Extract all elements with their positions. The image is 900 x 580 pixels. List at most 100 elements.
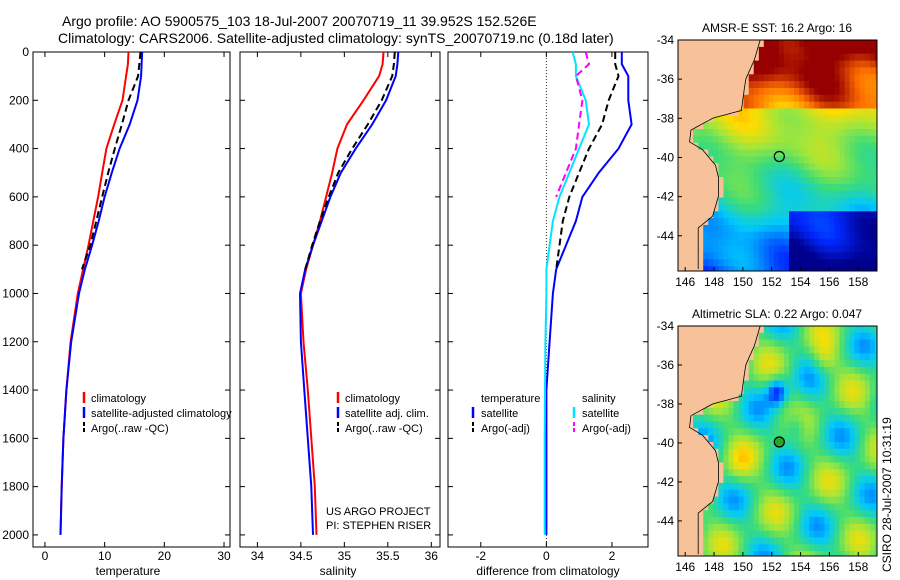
map-cell xyxy=(768,60,775,69)
map-cell xyxy=(834,245,841,254)
map-cell xyxy=(733,360,740,368)
map-cell xyxy=(824,177,830,185)
map-cell xyxy=(688,517,694,525)
map-cell xyxy=(794,455,800,463)
map-cell xyxy=(778,332,785,341)
map-cell xyxy=(763,414,770,423)
map-cell xyxy=(829,489,835,498)
map-cell xyxy=(743,53,750,62)
map-cell xyxy=(723,517,729,525)
map-cell xyxy=(693,211,699,219)
map-cell xyxy=(733,482,740,491)
map-cell xyxy=(814,407,820,416)
map-cell xyxy=(683,67,689,75)
map-cell xyxy=(738,407,745,416)
map-cell xyxy=(789,135,795,144)
map-cell xyxy=(809,523,815,532)
map-cell xyxy=(829,88,835,96)
map-cell xyxy=(814,163,820,171)
map-cell xyxy=(799,339,805,347)
map-cell xyxy=(784,225,790,233)
map-cell xyxy=(723,455,729,463)
map-cell xyxy=(703,544,709,552)
map-cell xyxy=(733,510,740,518)
map-cell xyxy=(834,40,841,48)
map-cell xyxy=(804,489,810,498)
map-cell xyxy=(824,40,830,48)
map-cell xyxy=(693,462,699,470)
map-cell xyxy=(738,353,745,361)
map-cell xyxy=(763,380,770,388)
map-cell xyxy=(859,339,866,347)
map-cell xyxy=(784,455,790,463)
map-cell xyxy=(814,135,820,144)
map-cell xyxy=(693,115,699,123)
sla_map-field xyxy=(678,326,877,556)
map-cell xyxy=(773,177,780,185)
map-cell xyxy=(854,353,861,361)
map-cell xyxy=(688,163,694,171)
map-cell xyxy=(834,115,841,123)
map-cell xyxy=(784,407,790,416)
map-cell xyxy=(758,387,765,395)
map-cell xyxy=(799,108,805,116)
map-cell xyxy=(834,414,841,423)
map-cell xyxy=(753,170,760,178)
map-cell xyxy=(773,407,780,416)
map-cell xyxy=(829,380,835,388)
map-cell xyxy=(829,366,835,375)
map-cell xyxy=(874,373,877,382)
map-cell xyxy=(869,551,876,556)
map-cell xyxy=(849,469,856,477)
map-cell xyxy=(743,190,750,199)
map-cell xyxy=(718,197,724,206)
map-cell xyxy=(789,115,795,123)
map-cell xyxy=(864,523,871,532)
map-cell xyxy=(693,401,699,409)
map-cell xyxy=(859,197,866,206)
map-cell xyxy=(834,428,841,436)
map-cell xyxy=(733,218,740,226)
map-cell xyxy=(678,366,684,375)
map-cell xyxy=(758,496,765,504)
map-cell xyxy=(874,353,877,361)
map-cell xyxy=(864,190,871,199)
map-cell xyxy=(859,387,866,395)
map-cell xyxy=(778,197,785,206)
map-cell xyxy=(859,204,866,212)
map-cell xyxy=(688,231,694,240)
map-cell xyxy=(799,60,805,69)
map-cell xyxy=(728,183,735,192)
map-cell xyxy=(874,366,877,375)
map-cell xyxy=(773,353,780,361)
map-cell xyxy=(824,46,830,55)
map-cell xyxy=(844,238,851,247)
map-cell xyxy=(683,551,689,556)
map-cell xyxy=(874,101,877,110)
map-cell xyxy=(678,373,684,382)
map-cell xyxy=(753,469,760,477)
map-cell xyxy=(844,353,851,361)
map-cell xyxy=(844,40,851,48)
map-cell xyxy=(844,523,851,532)
map-cell xyxy=(859,360,866,368)
map-cell xyxy=(753,266,760,271)
map-cell xyxy=(804,156,810,164)
map-cell xyxy=(703,177,709,185)
map-cell xyxy=(733,455,740,463)
map-cell xyxy=(708,496,714,504)
map-cell xyxy=(778,387,785,395)
map-cell xyxy=(693,156,699,164)
map-cell xyxy=(814,238,820,247)
map-cell xyxy=(698,149,704,158)
map-cell xyxy=(864,435,871,443)
map-cell xyxy=(869,197,876,206)
map-cell xyxy=(824,129,830,137)
map-cell xyxy=(753,360,760,368)
map-cell xyxy=(698,108,704,116)
map-cell xyxy=(819,373,825,382)
map-cell xyxy=(824,259,830,267)
map-cell xyxy=(789,211,795,219)
map-cell xyxy=(859,53,866,62)
map-cell xyxy=(804,530,810,539)
